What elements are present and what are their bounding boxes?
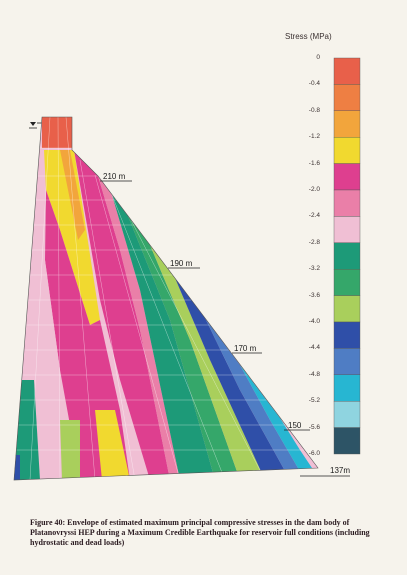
legend-swatch — [333, 374, 361, 402]
legend-swatch — [333, 189, 361, 217]
legend-tick-label: -5.2 — [308, 397, 320, 405]
legend-swatch — [333, 321, 361, 349]
legend-tick-label: -1.6 — [308, 159, 320, 167]
elevation-label-150: 150 — [288, 421, 302, 430]
stress-band-blue — [175, 278, 290, 480]
stress-band-lime — [128, 216, 240, 480]
elevation-leaders — [100, 180, 350, 477]
stress-band-midblue — [205, 318, 305, 480]
stress-band-green-lower — [14, 380, 40, 480]
figure-caption: Figure 40: Envelope of estimated maximum… — [30, 518, 370, 547]
legend-tick-label: -2.8 — [308, 238, 320, 246]
legend-swatch — [333, 163, 361, 191]
legend-swatch — [333, 136, 361, 164]
stress-band-cyan — [240, 365, 318, 480]
legend-tick-label: -4.4 — [308, 344, 320, 352]
legend-tick-label: -1.2 — [308, 133, 320, 141]
stress-band-green — [112, 195, 215, 480]
legend-swatch — [333, 269, 361, 296]
legend-title: Stress (MPa) — [285, 32, 332, 41]
legend-tick-label: -0.4 — [308, 80, 320, 88]
stress-band-magenta-1 — [45, 190, 130, 480]
legend-swatch — [333, 216, 361, 243]
legend-swatch — [333, 57, 361, 85]
legend-tick-label: -0.8 — [308, 106, 320, 114]
legend-swatch — [333, 401, 361, 428]
stress-band-yellow — [44, 150, 100, 325]
stress-band-orange-core — [60, 150, 85, 240]
elevation-label-210: 210 m — [103, 172, 126, 181]
water-level-marker — [29, 122, 42, 129]
legend-tick-label: -4.0 — [308, 318, 320, 325]
stress-band-yellow-lower — [95, 410, 130, 480]
legend-swatch — [333, 295, 361, 323]
stress-band-magenta-2 — [74, 150, 170, 480]
legend-swatch — [333, 84, 361, 112]
legend-swatch — [333, 110, 361, 138]
legend-swatch — [333, 427, 361, 455]
legend-tick-label: -6.0 — [308, 450, 320, 457]
legend-tick-label: -2.0 — [308, 186, 320, 193]
legend-tick-label: -3.6 — [308, 291, 320, 299]
elevation-label-190: 190 m — [170, 259, 193, 268]
stress-band-lightgreen — [150, 245, 265, 480]
elevation-label-170: 170 m — [234, 344, 257, 353]
elevation-label-137: 137m — [330, 466, 351, 475]
legend-tick-label: -4.8 — [308, 370, 320, 378]
legend-colorbar — [333, 57, 361, 455]
legend-swatch — [333, 348, 361, 375]
legend-swatch — [333, 242, 361, 270]
stress-band-pink-1 — [98, 176, 180, 480]
legend-tick-label: -3.2 — [308, 265, 320, 273]
legend-tick-label: -2.4 — [308, 212, 320, 220]
legend-tick-label: -5.6 — [308, 423, 320, 431]
stress-band-crest — [42, 117, 72, 148]
legend-tick-label: 0 — [316, 54, 320, 61]
